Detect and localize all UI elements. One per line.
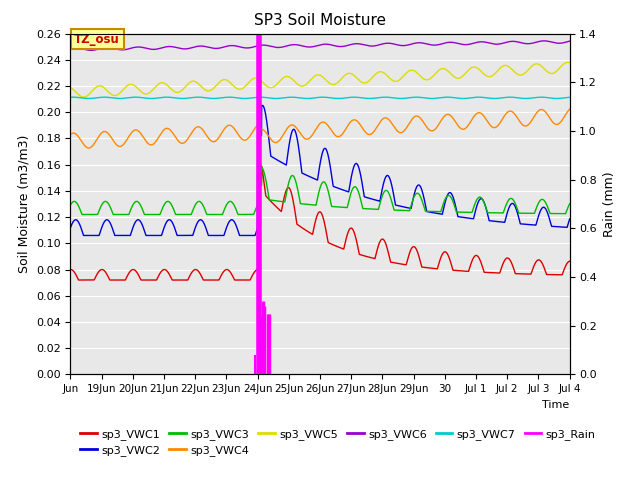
Title: SP3 Soil Moisture: SP3 Soil Moisture	[254, 13, 386, 28]
Y-axis label: Soil Moisture (m3/m3): Soil Moisture (m3/m3)	[17, 135, 30, 273]
Y-axis label: Rain (mm): Rain (mm)	[603, 171, 616, 237]
Text: TZ_osu: TZ_osu	[74, 33, 120, 46]
Legend: sp3_VWC1, sp3_VWC2, sp3_VWC3, sp3_VWC4, sp3_VWC5, sp3_VWC6, sp3_VWC7, sp3_Rain: sp3_VWC1, sp3_VWC2, sp3_VWC3, sp3_VWC4, …	[76, 424, 600, 460]
X-axis label: Time: Time	[542, 400, 570, 409]
